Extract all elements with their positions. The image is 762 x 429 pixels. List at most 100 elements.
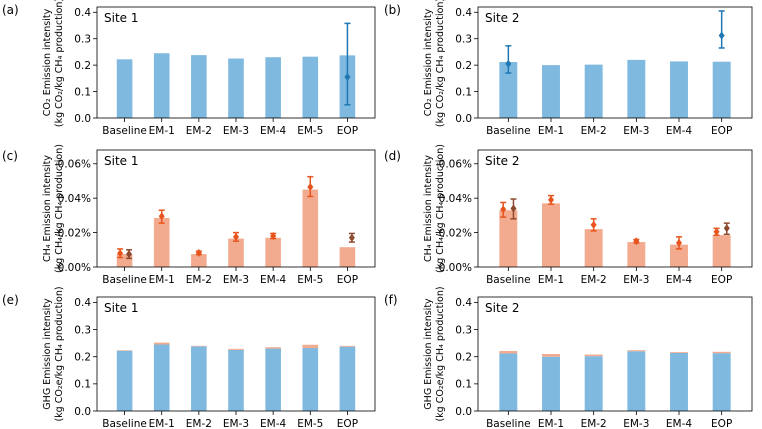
x-tick-label: EOP	[337, 274, 358, 286]
axes-frame	[477, 6, 753, 119]
bar-ch4-em-4	[670, 244, 688, 267]
panel-label: (c)	[2, 149, 18, 163]
chart-panel-f: 0.0 0.1 0.2 0.3 0.4 Baseline EM-1 EM-2 EM-3 EM-4 E…	[384, 286, 753, 429]
mean-marker	[500, 205, 507, 214]
x-tick-label: EM-3	[223, 418, 249, 429]
bar-co2-em-3	[627, 59, 646, 118]
y-tick-label: 0.1	[455, 379, 472, 391]
bar-ch4-em-1	[153, 342, 170, 345]
chart-panel-e: 0.0 0.1 0.2 0.3 0.4 Baseline EM-1 EM-2 EM-3 EM-4 E…	[2, 286, 376, 429]
bar-co2-em-4	[670, 352, 688, 411]
x-tick-label: EM-4	[260, 125, 286, 137]
bar-co2-em-4	[265, 57, 281, 118]
bar-co2-baseline	[499, 353, 518, 411]
bar-co2-em-2	[584, 64, 603, 118]
y-axis-label-line: (kg CH₄/kg CH₄ production)	[54, 144, 65, 273]
bar-co2-em-2	[584, 356, 603, 411]
x-tick-label: EM-4	[666, 418, 692, 429]
x-tick-label: EOP	[711, 418, 732, 429]
bar-co2-baseline	[116, 59, 133, 118]
x-tick-label: EM-2	[186, 125, 212, 137]
x-tick-label: EM-1	[538, 125, 564, 137]
bar-ch4-eop	[712, 235, 731, 267]
x-tick-label: EM-3	[623, 274, 649, 286]
bar-co2-eop	[712, 61, 731, 118]
y-tick-label: 0.0	[74, 113, 91, 125]
mean-marker	[723, 224, 730, 233]
mean-marker	[126, 250, 133, 259]
chart-panel-c: 0.00% 0.02% 0.04% 0.06% Baseline EM-1 EM-2 EM-3…	[2, 144, 376, 286]
bar-co2-baseline	[116, 350, 133, 411]
x-tick-label: EM-4	[260, 418, 286, 429]
bar-co2-eop	[339, 346, 356, 411]
y-tick-label: 0.2	[74, 352, 91, 364]
x-tick-label: EM-1	[149, 125, 175, 137]
mean-marker	[348, 233, 355, 242]
y-axis-label: CH₄ Emission intensity(kg CH₄/kg CH₄ pro…	[42, 144, 65, 273]
x-tick-label: EOP	[337, 418, 358, 429]
bar-co2-em-1	[542, 65, 560, 118]
mean-marker	[633, 237, 640, 246]
y-tick-label: 0.2	[455, 60, 472, 72]
chart-panel-b: 0.0 0.1 0.2 0.3 0.4 Baseline EM-1 EM-2 EM-3 EM-4 E…	[384, 0, 753, 137]
x-tick-label: EM-4	[666, 274, 692, 286]
bar-ch4-baseline	[499, 351, 518, 354]
x-tick-label: Baseline	[102, 125, 147, 137]
y-tick-label: 0.4	[74, 297, 91, 309]
y-tick-label: 0.4	[455, 297, 472, 309]
x-tick-label: EM-3	[223, 125, 249, 137]
site-label: Site 2	[485, 301, 520, 315]
bar-co2-em-3	[228, 349, 244, 411]
bar-ch4-em-1	[542, 203, 560, 267]
mean-marker	[718, 31, 725, 40]
bar-co2-em-2	[191, 55, 207, 118]
y-axis-label-line: CH₄ Emission intensity	[42, 155, 53, 262]
x-tick-label: EOP	[711, 125, 732, 137]
mean-marker	[590, 220, 597, 229]
bar-ch4-em-3	[228, 238, 244, 267]
mean-marker	[344, 73, 351, 82]
y-axis-label-line: (kg CH₄/kg CH₄ production)	[435, 144, 446, 273]
x-tick-label: EM-1	[149, 274, 175, 286]
y-tick-label: 0.06%	[439, 159, 472, 171]
x-tick-label: EM-3	[223, 274, 249, 286]
bar-co2-em-3	[228, 58, 244, 118]
y-tick-label: 0.3	[455, 34, 472, 46]
mean-marker	[676, 238, 682, 247]
y-axis-label: CH₄ Emission intensity(kg CH₄/kg CH₄ pro…	[423, 144, 446, 273]
panel-label: (a)	[2, 3, 19, 17]
chart-panel-d: 0.00% 0.02% 0.04% 0.06% Baseline EM-1 EM-2 EM-3…	[384, 144, 753, 286]
x-tick-label: EM-3	[623, 418, 649, 429]
x-tick-label: EM-1	[538, 274, 564, 286]
bar-ch4-em-5	[302, 189, 319, 267]
bar-ch4-em-3	[228, 348, 244, 350]
y-tick-label: 0.4	[74, 7, 91, 19]
x-tick-label: EOP	[337, 125, 358, 137]
x-tick-label: EM-1	[149, 418, 175, 429]
y-tick-label: 0.2	[74, 60, 91, 72]
y-axis-label-line: GHG Emission intensity	[423, 298, 434, 410]
y-tick-label: 0.1	[455, 86, 472, 98]
y-axis-label-line: CO₂ Emission intensity	[42, 8, 53, 116]
bar-ch4-em-2	[584, 354, 603, 357]
bar-ch4-eop	[339, 247, 356, 267]
y-axis-label-line: (kg CO₂e/kg CH₄ production)	[435, 286, 446, 421]
y-axis-label: GHG Emission intensity(kg CO₂e/kg CH₄ pr…	[423, 286, 446, 421]
y-axis-label: CO₂ Emission intensity(kg CO₂/kg CH₄ pro…	[42, 0, 65, 127]
bar-co2-eop	[712, 353, 731, 411]
y-tick-label: 0.1	[74, 379, 91, 391]
y-tick-label: 0.06%	[58, 159, 91, 171]
bar-co2-em-4	[670, 61, 688, 118]
x-tick-label: EM-5	[297, 274, 323, 286]
x-tick-label: Baseline	[102, 274, 147, 286]
bar-ch4-baseline	[499, 210, 518, 267]
panel-label: (f)	[384, 293, 398, 307]
mean-marker	[233, 232, 239, 241]
x-tick-label: Baseline	[486, 418, 531, 429]
y-tick-label: 0.4	[455, 7, 472, 19]
y-tick-label: 0.0	[455, 113, 472, 125]
mean-marker	[713, 227, 720, 236]
y-axis-label: CO₂ Emission intensity(kg CO₂/kg CH₄ pro…	[423, 0, 446, 127]
y-tick-label: 0.00%	[58, 262, 91, 274]
